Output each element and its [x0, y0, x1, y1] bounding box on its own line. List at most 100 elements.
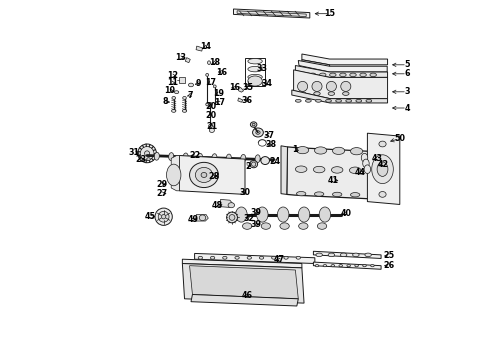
Ellipse shape — [271, 256, 276, 259]
Polygon shape — [302, 60, 330, 71]
Text: 8: 8 — [162, 97, 168, 106]
Text: 23: 23 — [135, 155, 146, 163]
Polygon shape — [171, 156, 179, 191]
Ellipse shape — [370, 265, 374, 267]
Ellipse shape — [331, 265, 335, 267]
Ellipse shape — [326, 81, 337, 91]
Polygon shape — [237, 11, 306, 17]
Text: 49: 49 — [188, 215, 198, 224]
Text: 15: 15 — [324, 9, 335, 18]
Polygon shape — [295, 66, 388, 77]
Ellipse shape — [252, 123, 255, 126]
Polygon shape — [179, 77, 185, 83]
Ellipse shape — [147, 158, 150, 161]
Ellipse shape — [196, 167, 213, 183]
Ellipse shape — [284, 256, 288, 259]
Text: 27: 27 — [157, 189, 168, 198]
Ellipse shape — [248, 75, 262, 80]
Ellipse shape — [355, 265, 358, 267]
Ellipse shape — [167, 164, 181, 186]
Text: 47: 47 — [274, 256, 285, 264]
Ellipse shape — [372, 155, 393, 184]
Ellipse shape — [243, 223, 252, 229]
Ellipse shape — [210, 256, 215, 259]
Ellipse shape — [295, 99, 301, 102]
Ellipse shape — [199, 215, 206, 221]
Ellipse shape — [250, 122, 257, 127]
Ellipse shape — [305, 99, 311, 102]
Ellipse shape — [370, 73, 376, 77]
Polygon shape — [302, 54, 388, 65]
Ellipse shape — [316, 99, 321, 102]
Ellipse shape — [318, 223, 327, 229]
Text: 39: 39 — [250, 208, 261, 217]
Text: 29: 29 — [157, 180, 168, 189]
Ellipse shape — [319, 73, 326, 77]
Ellipse shape — [209, 128, 215, 132]
Ellipse shape — [297, 81, 308, 91]
Text: 46: 46 — [242, 292, 253, 300]
Ellipse shape — [259, 256, 264, 259]
Ellipse shape — [315, 192, 324, 196]
Text: 32: 32 — [244, 215, 255, 223]
Ellipse shape — [183, 153, 188, 161]
Ellipse shape — [155, 208, 172, 225]
Text: 22: 22 — [190, 151, 201, 160]
Ellipse shape — [206, 73, 209, 76]
Ellipse shape — [379, 192, 386, 197]
Polygon shape — [220, 199, 233, 207]
Ellipse shape — [251, 162, 256, 166]
Ellipse shape — [333, 147, 345, 154]
Ellipse shape — [341, 81, 351, 91]
Ellipse shape — [364, 165, 370, 174]
Ellipse shape — [326, 99, 331, 102]
Ellipse shape — [296, 147, 309, 154]
Ellipse shape — [366, 99, 372, 102]
Text: 9: 9 — [196, 79, 201, 88]
Text: 25: 25 — [384, 251, 394, 260]
Polygon shape — [239, 86, 244, 92]
Text: 39: 39 — [250, 220, 261, 229]
Text: 10: 10 — [164, 86, 175, 95]
Ellipse shape — [209, 124, 212, 128]
Ellipse shape — [299, 73, 306, 77]
Text: 24: 24 — [269, 157, 280, 166]
Text: 14: 14 — [200, 42, 212, 51]
Text: 17: 17 — [214, 99, 225, 108]
Ellipse shape — [138, 144, 156, 163]
Polygon shape — [182, 264, 304, 303]
Ellipse shape — [228, 203, 235, 208]
Ellipse shape — [347, 265, 350, 267]
Polygon shape — [287, 147, 383, 199]
Ellipse shape — [299, 92, 306, 95]
Polygon shape — [185, 58, 190, 63]
Text: 5: 5 — [404, 60, 410, 69]
Ellipse shape — [145, 151, 149, 156]
Ellipse shape — [212, 154, 217, 162]
Text: 17: 17 — [205, 78, 216, 87]
Text: 50: 50 — [394, 134, 405, 143]
Ellipse shape — [247, 256, 251, 259]
Ellipse shape — [314, 166, 325, 173]
Ellipse shape — [236, 207, 247, 222]
Polygon shape — [298, 60, 387, 72]
Text: 18: 18 — [209, 58, 220, 67]
Text: 31: 31 — [128, 148, 140, 157]
Ellipse shape — [346, 99, 351, 102]
Ellipse shape — [229, 215, 235, 220]
Polygon shape — [191, 294, 298, 306]
Polygon shape — [368, 133, 400, 204]
Text: 13: 13 — [175, 53, 186, 62]
Ellipse shape — [280, 223, 289, 229]
Ellipse shape — [310, 73, 316, 77]
Ellipse shape — [350, 148, 363, 155]
Polygon shape — [314, 251, 381, 258]
Polygon shape — [182, 259, 302, 268]
Text: 20: 20 — [205, 111, 216, 120]
Ellipse shape — [183, 96, 186, 99]
Ellipse shape — [365, 253, 371, 257]
Text: 21: 21 — [206, 122, 218, 131]
Ellipse shape — [333, 192, 342, 197]
Text: 4: 4 — [404, 104, 410, 113]
Text: 6: 6 — [404, 69, 410, 78]
